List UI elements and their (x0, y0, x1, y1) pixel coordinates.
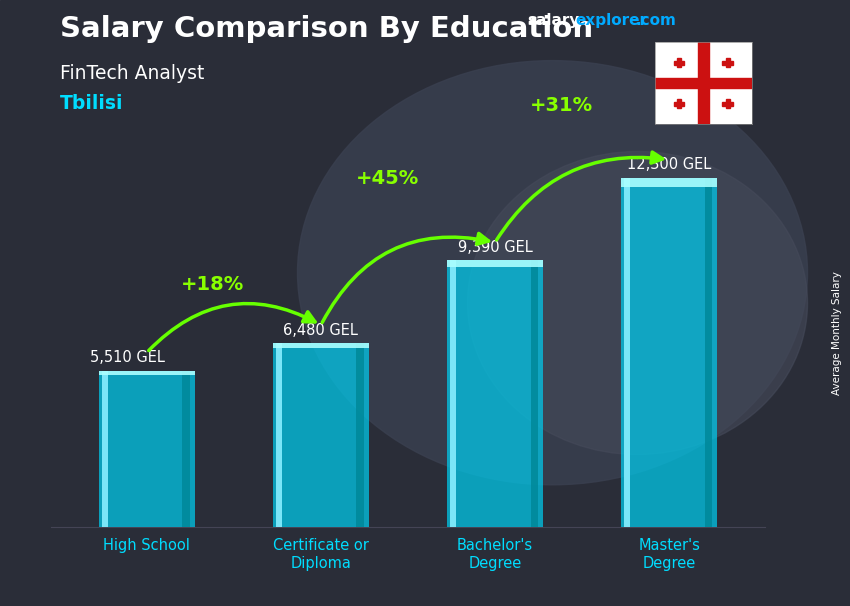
Bar (698, 42, 709, 124)
Bar (99, 371, 195, 375)
Bar (102, 371, 107, 527)
Bar (654, 78, 752, 88)
Bar (273, 343, 369, 527)
Text: 5,510 GEL: 5,510 GEL (90, 350, 165, 365)
Bar (273, 343, 369, 348)
Bar (530, 261, 538, 527)
Text: 12,300 GEL: 12,300 GEL (627, 158, 711, 172)
Text: explorer: explorer (575, 13, 648, 28)
Text: +18%: +18% (181, 275, 245, 293)
Text: .com: .com (636, 13, 677, 28)
Bar (276, 343, 281, 527)
Bar (705, 178, 712, 527)
Bar (722, 102, 734, 105)
Bar (624, 178, 630, 527)
Bar (99, 371, 195, 527)
Text: +45%: +45% (355, 169, 419, 188)
Text: +31%: +31% (530, 96, 592, 115)
Bar (621, 178, 717, 187)
Bar (447, 261, 543, 527)
Text: salary: salary (527, 13, 580, 28)
Bar (447, 261, 543, 267)
Bar (726, 58, 730, 67)
Bar (726, 99, 730, 108)
Text: 9,390 GEL: 9,390 GEL (457, 240, 532, 255)
Bar (677, 58, 681, 67)
Bar (673, 61, 684, 65)
Bar (673, 102, 684, 105)
Bar (450, 261, 456, 527)
Bar (182, 371, 190, 527)
Bar (677, 99, 681, 108)
Text: 6,480 GEL: 6,480 GEL (284, 322, 359, 338)
Text: Salary Comparison By Education: Salary Comparison By Education (60, 15, 592, 43)
Ellipse shape (298, 61, 808, 485)
Ellipse shape (468, 152, 808, 454)
Text: Tbilisi: Tbilisi (60, 94, 123, 113)
Bar (621, 178, 717, 527)
Bar (722, 61, 734, 65)
Text: FinTech Analyst: FinTech Analyst (60, 64, 204, 82)
Bar (356, 343, 364, 527)
Text: Average Monthly Salary: Average Monthly Salary (832, 271, 842, 395)
